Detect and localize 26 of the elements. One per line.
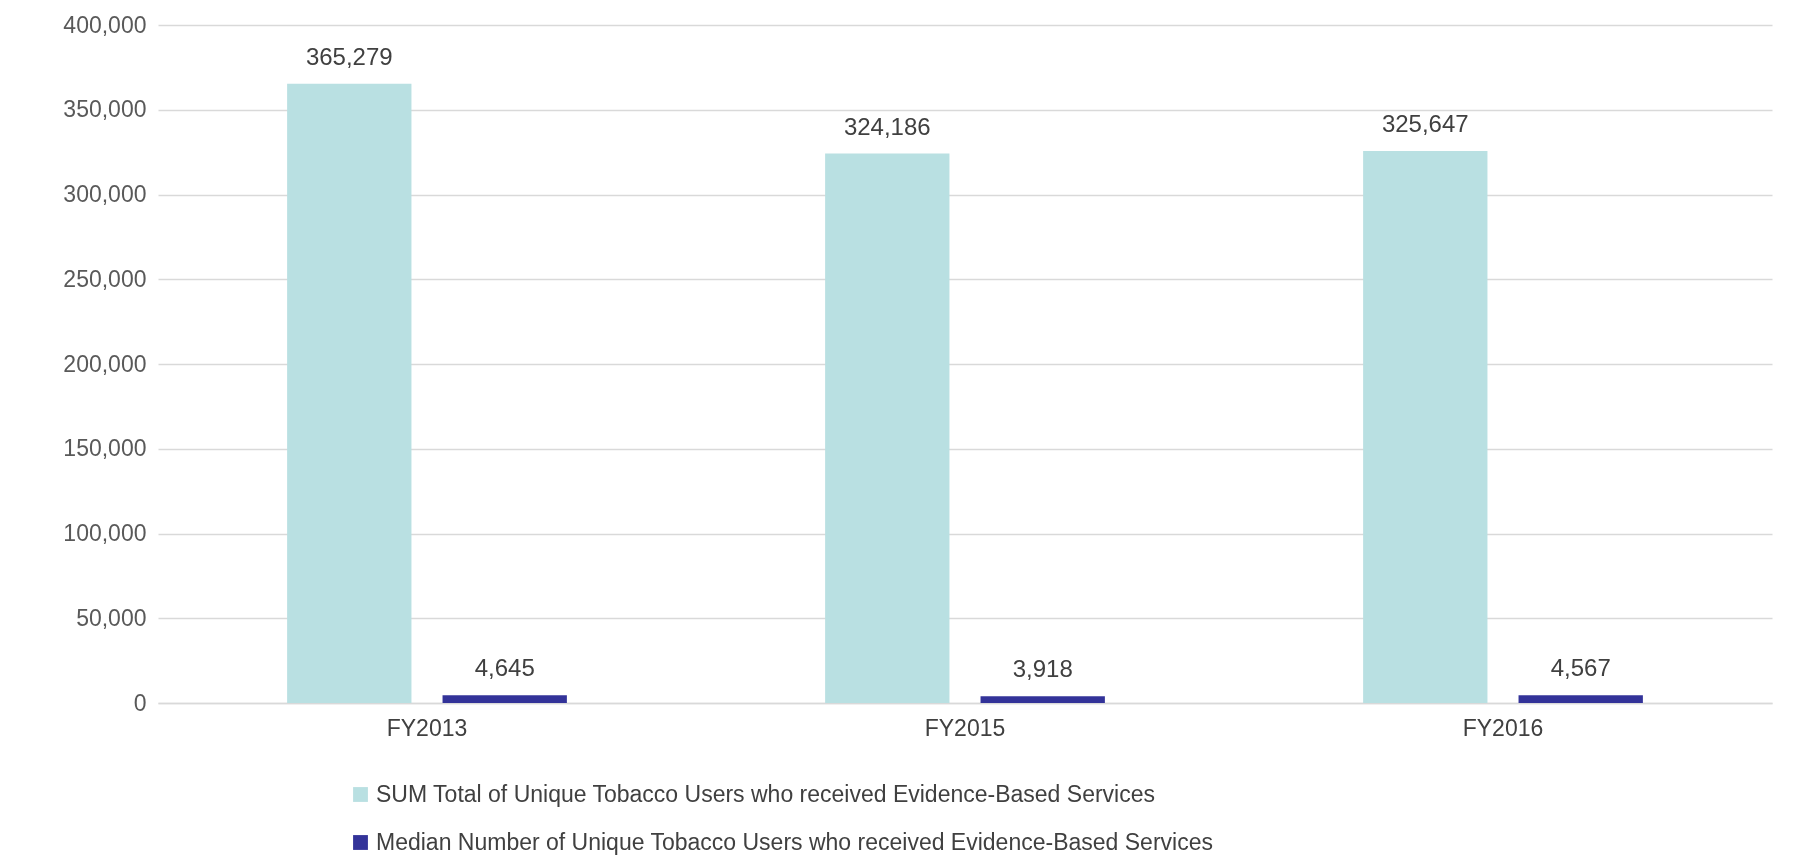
data-label: 324,186	[843, 112, 931, 140]
data-label: 4,567	[1550, 654, 1611, 682]
bar	[825, 153, 950, 703]
bar	[1363, 151, 1488, 703]
data-label: 325,647	[1381, 110, 1469, 138]
x-tick-label: FY2013	[386, 714, 468, 741]
y-tick-label: 100,000	[63, 520, 147, 546]
bar	[442, 695, 567, 703]
y-tick-label: 0	[133, 689, 147, 716]
data-label: 3,918	[1012, 655, 1073, 683]
bar	[287, 83, 412, 703]
bar	[980, 696, 1105, 703]
y-tick-label: 300,000	[63, 181, 147, 207]
legend-label: Median Number of Unique Tobacco Users who received Evidence-Based Services	[376, 828, 1213, 855]
y-tick-label: 400,000	[63, 11, 147, 38]
bar	[1518, 695, 1643, 703]
x-tick-label: FY2016	[1462, 714, 1544, 741]
y-tick-label: 200,000	[63, 350, 147, 377]
data-label: 365,279	[305, 42, 393, 70]
data-label: 4,645	[474, 654, 535, 682]
y-tick-label: 50,000	[76, 604, 147, 631]
legend-label: SUM Total of Unique Tobacco Users who received Evidence-Based Services	[376, 780, 1155, 807]
y-tick-label: 350,000	[63, 96, 147, 123]
x-tick-label: FY2015	[924, 714, 1006, 741]
y-tick-label: 250,000	[63, 265, 147, 292]
y-tick-label: 150,000	[63, 435, 147, 462]
